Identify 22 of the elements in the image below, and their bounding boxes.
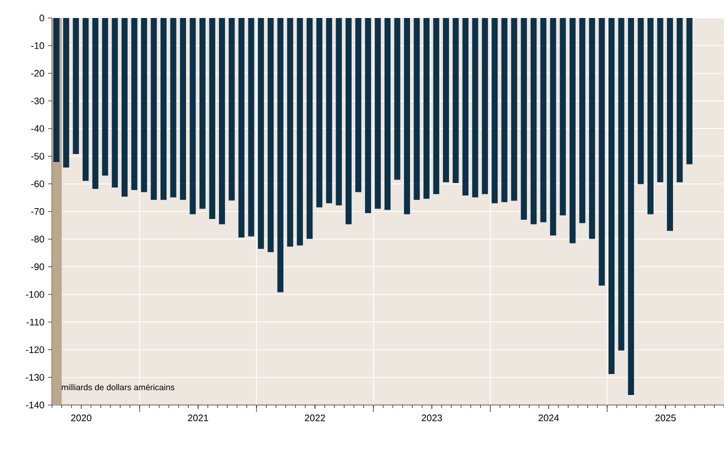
x-tick-label: 2021 bbox=[188, 414, 208, 422]
y-tick-label: -140 bbox=[26, 402, 44, 408]
x-tick-label: 2023 bbox=[422, 414, 442, 422]
y-tick-label: -50 bbox=[31, 152, 44, 160]
y-tick-label: -90 bbox=[31, 263, 44, 270]
x-tick-label: 2020 bbox=[71, 414, 92, 422]
y-tick-label: -130 bbox=[26, 374, 44, 381]
y-tick-label: -10 bbox=[31, 42, 44, 49]
y-tick-label: -60 bbox=[31, 180, 44, 188]
y-tick-label: -100 bbox=[26, 291, 44, 298]
x-tick-label: 2024 bbox=[538, 414, 559, 422]
y-tick-label: -40 bbox=[31, 125, 44, 132]
y-tick-label: -120 bbox=[26, 346, 44, 354]
y-tick-label: -20 bbox=[31, 70, 44, 77]
y-tick-label: -30 bbox=[31, 98, 44, 104]
y-tick-label: 0 bbox=[40, 14, 44, 22]
y-tick-label: -110 bbox=[26, 318, 44, 326]
y-tick-label: -70 bbox=[31, 208, 44, 215]
x-tick-label: 2025 bbox=[656, 414, 676, 422]
x-tick-label: 2022 bbox=[304, 414, 326, 422]
annotation: milliards de dollars américains bbox=[62, 384, 174, 390]
y-tick-label: -80 bbox=[31, 236, 44, 242]
